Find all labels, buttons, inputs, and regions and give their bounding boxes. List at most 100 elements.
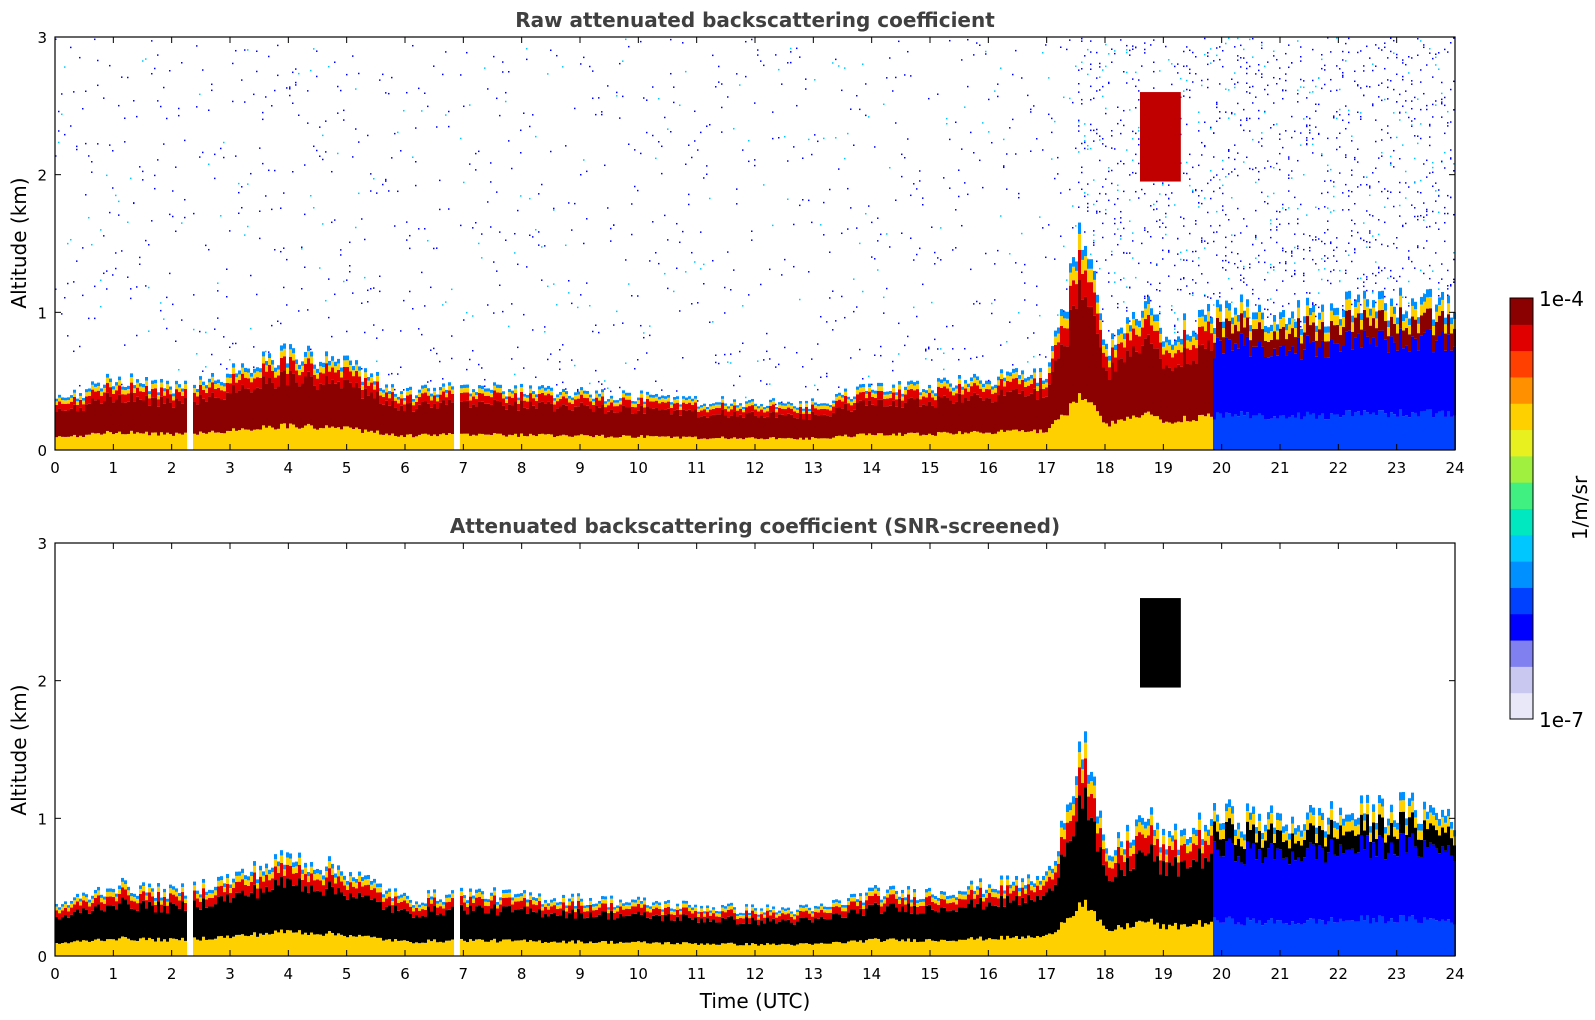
noise-point	[607, 207, 609, 209]
heatmap-cell	[901, 435, 904, 450]
noise-point	[1090, 253, 1092, 256]
heatmap-cell	[556, 436, 559, 450]
heatmap-cell	[769, 437, 772, 450]
heatmap-cell	[850, 437, 853, 450]
heatmap-cell	[202, 898, 205, 937]
noise-point	[643, 332, 645, 334]
noise-point	[952, 348, 954, 350]
heatmap-cell	[652, 394, 655, 398]
heatmap-cell	[1012, 378, 1015, 390]
noise-point	[1417, 135, 1419, 137]
heatmap-cell	[97, 399, 100, 434]
heatmap-cell	[511, 405, 514, 436]
noise-point	[385, 180, 387, 182]
heatmap-cell	[412, 399, 415, 402]
heatmap-cell	[148, 887, 151, 893]
noise-point	[970, 268, 972, 271]
noise-point	[148, 244, 150, 246]
heatmap-cell	[1447, 295, 1450, 304]
noise-point	[1444, 221, 1446, 224]
heatmap-cell	[358, 370, 361, 377]
heatmap-cell	[154, 397, 157, 433]
heatmap-cell	[151, 888, 154, 892]
noise-point	[1306, 292, 1308, 294]
noise-point	[106, 174, 108, 177]
noise-point	[268, 351, 270, 353]
heatmap-cell	[937, 381, 940, 387]
heatmap-cell	[490, 389, 493, 393]
heatmap-cell	[811, 398, 814, 401]
heatmap-cell	[1309, 315, 1312, 326]
heatmap-cell	[1156, 321, 1159, 331]
heatmap-cell	[250, 372, 253, 377]
heatmap-cell	[877, 433, 880, 450]
noise-point	[313, 145, 315, 148]
heatmap-cell	[355, 427, 358, 450]
heatmap-cell	[340, 367, 343, 372]
heatmap-cell	[703, 409, 706, 416]
noise-point	[1333, 269, 1335, 271]
heatmap-cell	[1192, 345, 1195, 361]
noise-point	[607, 85, 609, 87]
noise-point	[1396, 247, 1398, 249]
noise-point	[460, 224, 462, 227]
noise-point	[1195, 73, 1197, 75]
heatmap-cell	[481, 433, 484, 450]
heatmap-cell	[1369, 315, 1372, 326]
noise-point	[562, 66, 564, 68]
heatmap-cell	[337, 358, 340, 364]
noise-point	[262, 162, 264, 165]
noise-point	[1183, 172, 1185, 175]
noise-point	[1423, 202, 1425, 204]
noise-point	[598, 331, 600, 334]
noise-point	[973, 54, 975, 56]
heatmap-cell	[1006, 380, 1009, 392]
heatmap-cell	[1309, 325, 1312, 344]
noise-point	[571, 229, 573, 231]
heatmap-cell	[1051, 423, 1054, 450]
heatmap-cell	[301, 383, 304, 428]
heatmap-cell	[601, 396, 604, 405]
heatmap-cell	[1075, 261, 1078, 271]
heatmap-cell	[1171, 357, 1174, 371]
heatmap-cell	[739, 405, 742, 409]
noise-point	[946, 117, 948, 120]
noise-point	[748, 139, 750, 142]
heatmap-cell	[1150, 343, 1153, 415]
heatmap-cell	[877, 399, 880, 434]
heatmap-cell	[1228, 413, 1231, 450]
heatmap-cell	[133, 909, 136, 941]
heatmap-cell	[928, 388, 931, 393]
heatmap-cell	[55, 401, 58, 405]
noise-point	[1381, 82, 1383, 84]
heatmap-cell	[205, 907, 208, 940]
noise-point	[787, 62, 789, 64]
noise-point	[625, 362, 627, 364]
noise-point	[1201, 79, 1203, 82]
heatmap-cell	[127, 389, 130, 394]
heatmap-cell	[178, 433, 181, 450]
noise-point	[742, 305, 744, 307]
noise-point	[670, 72, 672, 75]
heatmap-cell	[145, 431, 148, 450]
noise-point	[1387, 125, 1389, 127]
heatmap-cell	[925, 397, 928, 406]
noise-point	[1117, 106, 1119, 108]
noise-point	[1264, 111, 1266, 114]
heatmap-cell	[940, 432, 943, 450]
heatmap-cell	[1384, 310, 1387, 321]
heatmap-cell	[448, 399, 451, 434]
heatmap-cell	[1267, 327, 1270, 334]
heatmap-cell	[979, 383, 982, 389]
noise-point	[160, 302, 162, 304]
heatmap-cell	[304, 356, 307, 364]
noise-point	[1384, 46, 1386, 49]
noise-point	[880, 354, 882, 357]
noise-point	[811, 221, 813, 224]
noise-point	[817, 343, 819, 345]
noise-point	[1099, 89, 1101, 91]
noise-point	[1093, 244, 1095, 246]
noise-point	[1207, 296, 1209, 298]
heatmap-cell	[130, 940, 133, 956]
noise-point	[643, 97, 645, 99]
